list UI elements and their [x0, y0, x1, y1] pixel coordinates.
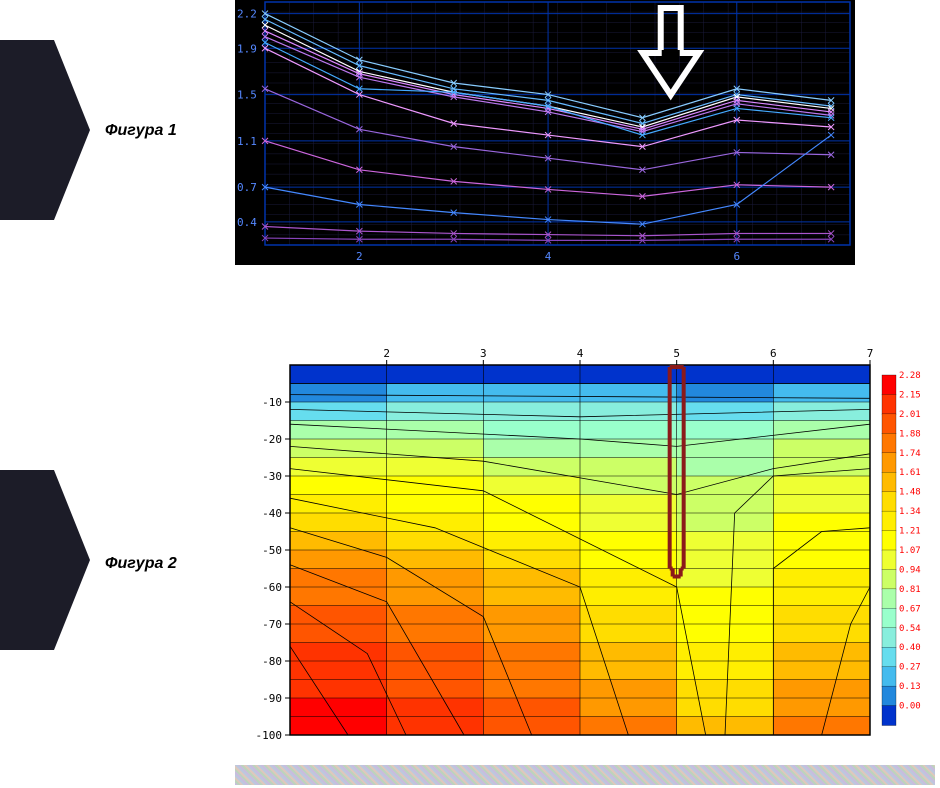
svg-text:-70: -70 — [262, 618, 282, 631]
svg-text:2.01: 2.01 — [899, 410, 921, 420]
noise-strip — [235, 765, 935, 785]
svg-text:0.00: 0.00 — [899, 702, 921, 712]
svg-text:0.4: 0.4 — [237, 216, 257, 229]
svg-text:-80: -80 — [262, 655, 282, 668]
figure2-chart: 2 3 4 5 6 7 -10 -20 -30 -40 -50 -60 -70 -80 -90 -100 2.… — [235, 345, 935, 740]
svg-text:1.07: 1.07 — [899, 546, 921, 556]
svg-text:1.88: 1.88 — [899, 429, 921, 439]
pentagon-marker-1 — [0, 40, 90, 220]
svg-text:-30: -30 — [262, 470, 282, 483]
svg-text:0.40: 0.40 — [899, 643, 921, 653]
figure2-label: Фигура 2 — [105, 555, 177, 573]
svg-text:0.13: 0.13 — [899, 682, 921, 692]
svg-text:0.7: 0.7 — [237, 181, 257, 194]
svg-text:1.48: 1.48 — [899, 488, 921, 498]
pentagon-marker-2 — [0, 470, 90, 650]
svg-text:3: 3 — [480, 347, 487, 360]
svg-text:1.5: 1.5 — [237, 89, 257, 102]
svg-text:1.21: 1.21 — [899, 527, 921, 537]
svg-text:-90: -90 — [262, 692, 282, 705]
svg-text:1.74: 1.74 — [899, 449, 921, 459]
svg-text:0.81: 0.81 — [899, 585, 921, 595]
svg-text:1.34: 1.34 — [899, 507, 921, 517]
svg-text:0.54: 0.54 — [899, 624, 921, 634]
svg-text:6: 6 — [733, 250, 740, 263]
svg-text:5: 5 — [673, 347, 680, 360]
svg-text:1.1: 1.1 — [237, 135, 257, 148]
svg-text:-50: -50 — [262, 544, 282, 557]
svg-text:1.9: 1.9 — [237, 42, 257, 55]
svg-text:4: 4 — [577, 347, 584, 360]
svg-text:6: 6 — [770, 347, 777, 360]
svg-text:-60: -60 — [262, 581, 282, 594]
svg-text:2.28: 2.28 — [899, 371, 921, 381]
figure1-chart: 2 4 6 0.4 0.7 1.1 1.5 1.9 2.2 — [235, 0, 855, 265]
svg-text:-20: -20 — [262, 433, 282, 446]
svg-text:0.27: 0.27 — [899, 663, 921, 673]
svg-text:2: 2 — [356, 250, 363, 263]
svg-text:0.67: 0.67 — [899, 604, 921, 614]
svg-text:7: 7 — [867, 347, 874, 360]
svg-text:1.61: 1.61 — [899, 468, 921, 478]
svg-text:2.15: 2.15 — [899, 390, 921, 400]
svg-text:2: 2 — [383, 347, 390, 360]
svg-text:0.94: 0.94 — [899, 565, 921, 575]
svg-text:-40: -40 — [262, 507, 282, 520]
svg-text:4: 4 — [545, 250, 552, 263]
svg-text:-10: -10 — [262, 396, 282, 409]
svg-text:2.2: 2.2 — [237, 8, 257, 21]
figure1-label: Фигура 1 — [105, 122, 177, 140]
svg-text:-100: -100 — [256, 729, 283, 740]
